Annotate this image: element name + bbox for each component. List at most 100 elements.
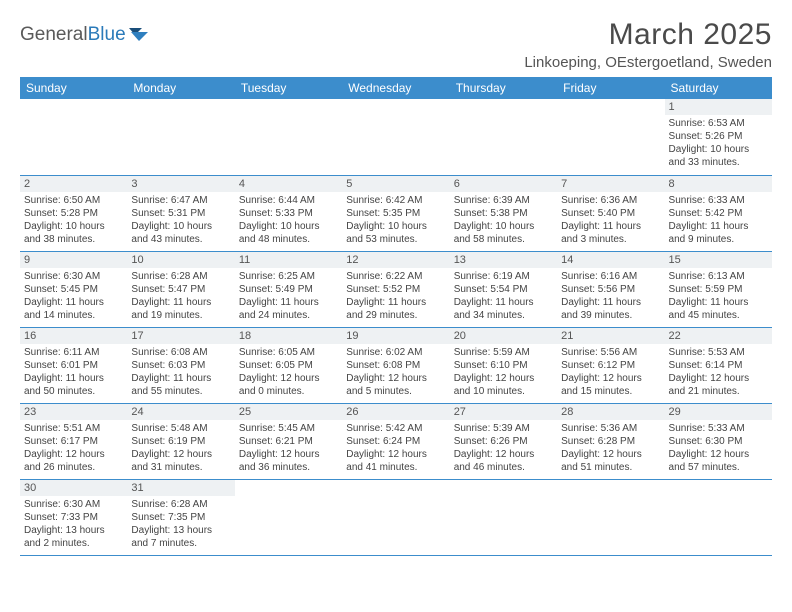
day-info-line: and 15 minutes. bbox=[561, 385, 660, 398]
calendar-day-cell: 25Sunrise: 5:45 AMSunset: 6:21 PMDayligh… bbox=[235, 403, 342, 479]
calendar-day-cell bbox=[450, 479, 557, 555]
day-info-line: Daylight: 11 hours bbox=[454, 296, 553, 309]
day-number: 7 bbox=[557, 176, 664, 192]
calendar-week-row: 2Sunrise: 6:50 AMSunset: 5:28 PMDaylight… bbox=[20, 175, 772, 251]
calendar-day-cell: 18Sunrise: 6:05 AMSunset: 6:05 PMDayligh… bbox=[235, 327, 342, 403]
day-info-line: Sunrise: 5:59 AM bbox=[454, 346, 553, 359]
day-info-line: and 10 minutes. bbox=[454, 385, 553, 398]
day-info-line: Daylight: 13 hours bbox=[24, 524, 123, 537]
day-info-line: and 7 minutes. bbox=[131, 537, 230, 550]
day-info-line: and 34 minutes. bbox=[454, 309, 553, 322]
day-header: Saturday bbox=[665, 77, 772, 99]
day-info-line: Sunrise: 6:50 AM bbox=[24, 194, 123, 207]
calendar-week-row: 9Sunrise: 6:30 AMSunset: 5:45 PMDaylight… bbox=[20, 251, 772, 327]
calendar-day-cell: 15Sunrise: 6:13 AMSunset: 5:59 PMDayligh… bbox=[665, 251, 772, 327]
day-info-line: Daylight: 11 hours bbox=[131, 372, 230, 385]
calendar-table: Sunday Monday Tuesday Wednesday Thursday… bbox=[20, 77, 772, 556]
day-info-line: Sunrise: 6:19 AM bbox=[454, 270, 553, 283]
calendar-day-cell: 4Sunrise: 6:44 AMSunset: 5:33 PMDaylight… bbox=[235, 175, 342, 251]
day-info-line: Daylight: 10 hours bbox=[24, 220, 123, 233]
day-info-line: Sunset: 6:28 PM bbox=[561, 435, 660, 448]
logo-text: GeneralBlue bbox=[20, 24, 126, 46]
day-info-line: Sunset: 6:01 PM bbox=[24, 359, 123, 372]
calendar-week-row: 30Sunrise: 6:30 AMSunset: 7:33 PMDayligh… bbox=[20, 479, 772, 555]
calendar-day-cell: 10Sunrise: 6:28 AMSunset: 5:47 PMDayligh… bbox=[127, 251, 234, 327]
day-info-line: and 2 minutes. bbox=[24, 537, 123, 550]
calendar-day-cell: 31Sunrise: 6:28 AMSunset: 7:35 PMDayligh… bbox=[127, 479, 234, 555]
calendar-day-cell: 1Sunrise: 6:53 AMSunset: 5:26 PMDaylight… bbox=[665, 99, 772, 175]
day-info-line: Sunset: 6:14 PM bbox=[669, 359, 768, 372]
day-info-line: Sunset: 7:35 PM bbox=[131, 511, 230, 524]
day-number bbox=[127, 99, 234, 101]
day-info-line: Sunset: 6:26 PM bbox=[454, 435, 553, 448]
day-number: 26 bbox=[342, 404, 449, 420]
day-info-line: Sunrise: 6:30 AM bbox=[24, 270, 123, 283]
day-info-line: Sunset: 5:35 PM bbox=[346, 207, 445, 220]
day-info-line: and 41 minutes. bbox=[346, 461, 445, 474]
day-info-line: and 14 minutes. bbox=[24, 309, 123, 322]
day-info-line: Sunrise: 6:11 AM bbox=[24, 346, 123, 359]
day-info-line: and 9 minutes. bbox=[669, 233, 768, 246]
day-info-line: Daylight: 10 hours bbox=[454, 220, 553, 233]
calendar-week-row: 16Sunrise: 6:11 AMSunset: 6:01 PMDayligh… bbox=[20, 327, 772, 403]
day-info-line: Sunset: 5:49 PM bbox=[239, 283, 338, 296]
day-number: 20 bbox=[450, 328, 557, 344]
calendar-day-cell: 12Sunrise: 6:22 AMSunset: 5:52 PMDayligh… bbox=[342, 251, 449, 327]
calendar-day-cell: 26Sunrise: 5:42 AMSunset: 6:24 PMDayligh… bbox=[342, 403, 449, 479]
day-info-line: Sunset: 6:03 PM bbox=[131, 359, 230, 372]
day-info-line: Daylight: 11 hours bbox=[346, 296, 445, 309]
day-number: 16 bbox=[20, 328, 127, 344]
calendar-day-cell: 30Sunrise: 6:30 AMSunset: 7:33 PMDayligh… bbox=[20, 479, 127, 555]
day-info-line: Sunrise: 6:22 AM bbox=[346, 270, 445, 283]
day-info-line: Sunrise: 6:28 AM bbox=[131, 498, 230, 511]
day-info-line: and 0 minutes. bbox=[239, 385, 338, 398]
calendar-day-cell: 27Sunrise: 5:39 AMSunset: 6:26 PMDayligh… bbox=[450, 403, 557, 479]
day-number: 29 bbox=[665, 404, 772, 420]
day-info-line: Sunrise: 6:44 AM bbox=[239, 194, 338, 207]
calendar-week-row: 23Sunrise: 5:51 AMSunset: 6:17 PMDayligh… bbox=[20, 403, 772, 479]
day-info-line: Sunset: 5:47 PM bbox=[131, 283, 230, 296]
day-info-line: Daylight: 12 hours bbox=[346, 372, 445, 385]
calendar-day-cell: 8Sunrise: 6:33 AMSunset: 5:42 PMDaylight… bbox=[665, 175, 772, 251]
day-info-line: Sunset: 6:17 PM bbox=[24, 435, 123, 448]
day-info-line: Sunrise: 6:42 AM bbox=[346, 194, 445, 207]
day-info-line: Sunrise: 6:16 AM bbox=[561, 270, 660, 283]
day-info-line: Daylight: 11 hours bbox=[239, 296, 338, 309]
day-info-line: Sunset: 5:42 PM bbox=[669, 207, 768, 220]
day-info-line: Daylight: 12 hours bbox=[24, 448, 123, 461]
logo: GeneralBlue bbox=[20, 24, 150, 46]
calendar-day-cell bbox=[450, 99, 557, 175]
calendar-day-cell bbox=[557, 479, 664, 555]
day-info-line: Sunset: 5:59 PM bbox=[669, 283, 768, 296]
day-info-line: Daylight: 10 hours bbox=[239, 220, 338, 233]
day-info-line: Daylight: 10 hours bbox=[131, 220, 230, 233]
day-info-line: Sunrise: 6:30 AM bbox=[24, 498, 123, 511]
day-info-line: and 38 minutes. bbox=[24, 233, 123, 246]
day-header: Thursday bbox=[450, 77, 557, 99]
day-info-line: Sunrise: 6:33 AM bbox=[669, 194, 768, 207]
calendar-day-cell bbox=[665, 479, 772, 555]
day-number: 15 bbox=[665, 252, 772, 268]
day-info-line: and 57 minutes. bbox=[669, 461, 768, 474]
calendar-day-cell: 14Sunrise: 6:16 AMSunset: 5:56 PMDayligh… bbox=[557, 251, 664, 327]
calendar-day-cell bbox=[127, 99, 234, 175]
calendar-day-cell: 9Sunrise: 6:30 AMSunset: 5:45 PMDaylight… bbox=[20, 251, 127, 327]
day-info-line: Daylight: 10 hours bbox=[669, 143, 768, 156]
day-info-line: Sunrise: 6:13 AM bbox=[669, 270, 768, 283]
calendar-day-cell bbox=[342, 99, 449, 175]
day-number: 2 bbox=[20, 176, 127, 192]
day-info-line: and 46 minutes. bbox=[454, 461, 553, 474]
day-info-line: Daylight: 12 hours bbox=[239, 448, 338, 461]
day-info-line: Daylight: 13 hours bbox=[131, 524, 230, 537]
day-info-line: Sunset: 5:45 PM bbox=[24, 283, 123, 296]
day-number: 22 bbox=[665, 328, 772, 344]
day-info-line: and 55 minutes. bbox=[131, 385, 230, 398]
day-header: Tuesday bbox=[235, 77, 342, 99]
day-info-line: Daylight: 11 hours bbox=[24, 372, 123, 385]
calendar-day-cell: 29Sunrise: 5:33 AMSunset: 6:30 PMDayligh… bbox=[665, 403, 772, 479]
calendar-week-row: 1Sunrise: 6:53 AMSunset: 5:26 PMDaylight… bbox=[20, 99, 772, 175]
day-info-line: Daylight: 11 hours bbox=[561, 220, 660, 233]
day-number: 8 bbox=[665, 176, 772, 192]
day-number bbox=[235, 480, 342, 482]
day-info-line: Sunrise: 6:08 AM bbox=[131, 346, 230, 359]
